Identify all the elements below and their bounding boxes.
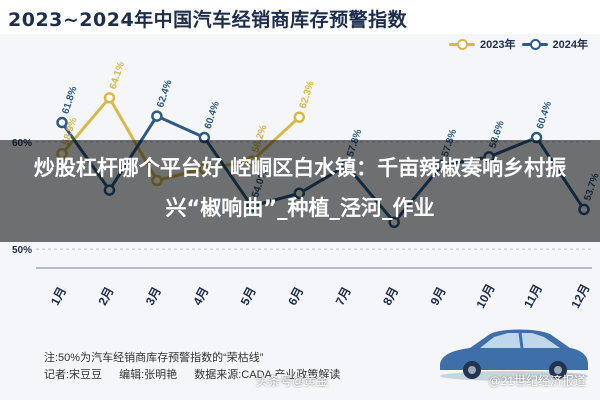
- legend-swatch-2024: [521, 38, 548, 50]
- overlay-headline: 炒股杠杆哪个平台好 崆峒区白水镇：千亩辣椒奏响乡村振兴“椒响曲”_种植_泾河_作…: [33, 156, 567, 220]
- x-tick-label: 2月: [95, 285, 116, 308]
- y-tick-label: 50%: [12, 245, 32, 256]
- legend-label-2023: 2023年: [480, 39, 516, 51]
- x-tick-label: 11月: [521, 282, 545, 310]
- footer-source: 数据来源:CADA 产业政策解读: [194, 369, 341, 381]
- x-tick-label: 10月: [473, 282, 497, 311]
- overlay-banner: 炒股杠杆哪个平台好 崆峒区白水镇：千亩辣椒奏响乡村振兴“椒响曲”_种植_泾河_作…: [0, 140, 600, 242]
- car-illustration-icon: [440, 329, 588, 381]
- legend-item-2024: 2024年: [521, 36, 588, 52]
- x-tick-label: 7月: [333, 285, 354, 308]
- data-point: [103, 92, 116, 104]
- footer-author: 记者:宋豆豆: [44, 369, 103, 381]
- data-point: [151, 110, 163, 122]
- x-tick-label: 5月: [238, 285, 259, 308]
- data-point: [293, 111, 306, 123]
- data-label: 62.3%: [298, 80, 317, 110]
- chart-legend: 2023年 2024年: [449, 36, 588, 52]
- x-tick-label: 8月: [380, 285, 401, 308]
- x-tick-label: 12月: [568, 282, 592, 311]
- x-tick-label: 1月: [48, 285, 69, 308]
- data-label: 60.4%: [535, 100, 554, 130]
- data-label: 62.4%: [155, 79, 174, 109]
- data-label: 61.8%: [60, 85, 79, 115]
- footer-editor: 编辑:张明艳: [119, 369, 178, 381]
- footer-note: 注:50%为汽车经销商库存预警指数的“荣枯线”: [44, 352, 264, 364]
- legend-swatch-2023: [449, 38, 476, 50]
- x-tick-label: 6月: [285, 285, 306, 308]
- data-label: 64.1%: [108, 60, 127, 90]
- x-tick-label: 3月: [143, 285, 164, 308]
- legend-item-2023: 2023年: [449, 36, 516, 52]
- data-point: [56, 116, 68, 129]
- chart-title: 2023~2024年中国汽车经销商库存预警指数: [8, 9, 408, 31]
- x-tick-label: 4月: [190, 285, 211, 308]
- data-label: 60.4%: [203, 100, 222, 130]
- chart-footer: 注:50%为汽车经销商库存预警指数的“荣枯线” 记者:宋豆豆 编辑:张明艳 数据…: [44, 350, 354, 384]
- watermark-right: @21世纪经济报道: [488, 374, 586, 388]
- legend-label-2024: 2024年: [552, 39, 588, 51]
- watermark-left: 头条号@黄金: [256, 374, 329, 388]
- x-tick-label: 9月: [428, 285, 449, 308]
- title-bar: 2023~2024年中国汽车经销商库存预警指数: [0, 0, 600, 34]
- footer-credits: 记者:宋豆豆 编辑:张明艳 数据来源:CADA 产业政策解读: [44, 367, 354, 384]
